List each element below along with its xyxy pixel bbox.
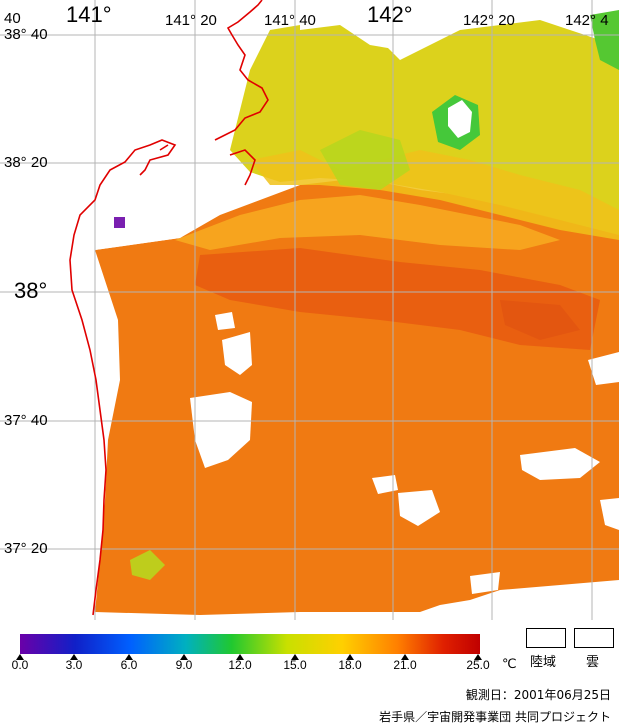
sst-field-green-patch <box>320 130 410 190</box>
colorbar-tick-label: 3.0 <box>65 658 83 672</box>
sst-field-green-ne <box>590 10 619 70</box>
sst-field-hot-2 <box>500 300 580 340</box>
lat-label: 37° 40 <box>4 412 48 429</box>
cloud-hole <box>215 312 235 330</box>
marker-square <box>114 217 125 228</box>
cloud-hole-ne <box>448 100 472 138</box>
cloud-hole <box>588 352 619 385</box>
lat-label: 40 <box>4 10 21 27</box>
colorbar-tick-label: 0.0 <box>11 658 29 672</box>
colorbar-tick-label: 9.0 <box>175 658 193 672</box>
sea-surface-temperature-map <box>0 0 619 620</box>
colorbar-tick-label: 12.0 <box>228 658 252 672</box>
colorbar-tick-mark <box>346 654 354 660</box>
cloud-hole <box>372 475 398 494</box>
colorbar-tick-mark <box>125 654 133 660</box>
colorbar-tick-label: 6.0 <box>120 658 138 672</box>
lon-label: 141° 20 <box>165 12 217 29</box>
colorbar-tick-mark <box>180 654 188 660</box>
lon-label: 142° 20 <box>463 12 515 29</box>
coastline <box>69 0 269 616</box>
lon-label: 142° 4 <box>565 12 609 29</box>
cloud-region-nw <box>95 160 240 250</box>
land-label: 陸域 <box>530 655 557 670</box>
lat-label: 38° <box>14 278 48 303</box>
colorbar-tick-mark <box>291 654 299 660</box>
colorbar-tick-mark <box>70 654 78 660</box>
colorbar-tick-mark <box>236 654 244 660</box>
colorbar-tick-mark <box>16 654 24 660</box>
colorbar-tick-mark <box>474 654 482 660</box>
sst-field-green-sw <box>130 550 165 580</box>
colorbar-tick-label: 21.0 <box>393 658 417 672</box>
lat-label: 38° 40 <box>4 26 48 43</box>
cloud-hole <box>520 448 600 480</box>
cloud-label: 雲 <box>586 655 600 670</box>
cloud-hole <box>222 332 252 375</box>
lon-label: 141° <box>66 2 112 27</box>
sst-field-mild <box>175 195 560 250</box>
colorbar-tick-label: 15.0 <box>283 658 307 672</box>
observation-date: 観測日：2001年06月25日 <box>465 688 611 702</box>
colorbar-gradient <box>20 634 480 654</box>
colorbar-tick-label: 25.0 <box>466 658 490 672</box>
cloud-swatch <box>574 628 614 648</box>
land-swatch <box>526 628 566 648</box>
cloud-hole <box>398 490 440 526</box>
sst-field-hot <box>195 248 600 350</box>
cloud-hole <box>600 498 619 530</box>
lat-label: 37° 20 <box>4 540 48 557</box>
graticule <box>0 0 619 620</box>
colorbar-tick-mark <box>401 654 409 660</box>
temperature-colorbar <box>20 634 480 654</box>
lat-label: 38° 20 <box>4 154 48 171</box>
credit-text: 岩手県／宇宙開発事業団 共同プロジェクト <box>379 710 611 724</box>
cloud-hole <box>190 392 252 468</box>
lon-label: 142° <box>367 2 413 27</box>
colorbar-unit: ℃ <box>502 657 517 672</box>
cloud-region-north <box>300 0 460 50</box>
colorbar-tick-label: 18.0 <box>338 658 362 672</box>
lon-label: 141° 40 <box>264 12 316 29</box>
